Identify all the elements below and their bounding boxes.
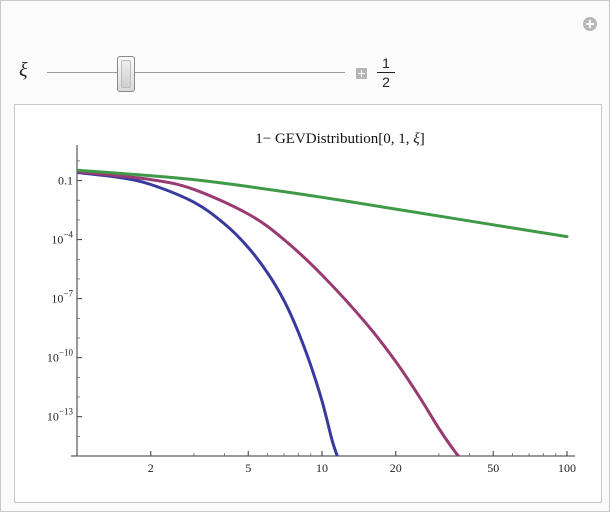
value-denominator: 2 [382, 74, 390, 90]
x-tick-label: 20 [390, 461, 402, 475]
y-tick-label: 10−4 [51, 230, 73, 247]
series-line-3 [77, 168, 569, 239]
expand-controls-icon[interactable] [356, 68, 367, 79]
plot-panel: 1− GEVDistribution[0, 1, ξ] 2 5 10 20 50 100 0.… [14, 104, 602, 503]
value-numerator: 1 [382, 55, 390, 71]
xi-slider-thumb[interactable] [117, 56, 135, 92]
log-log-plot: 1− GEVDistribution[0, 1, ξ] 2 5 10 20 50 100 0.… [47, 131, 576, 475]
series-line-1 [77, 171, 339, 456]
y-tick-label: 10−13 [47, 407, 74, 424]
x-tick-label: 100 [558, 461, 576, 475]
x-tick-label: 50 [487, 461, 499, 475]
x-tick-label: 10 [316, 461, 328, 475]
y-tick-label: 0.1 [58, 174, 73, 188]
x-tick-label: 2 [148, 461, 154, 475]
fraction-bar [377, 72, 395, 73]
y-tick-label: 10−10 [47, 348, 74, 365]
chart-title: 1− GEVDistribution[0, 1, ξ] [255, 131, 424, 147]
add-control-icon[interactable] [583, 17, 597, 31]
x-tick-label: 5 [245, 461, 251, 475]
series-line-2 [77, 170, 461, 456]
parameter-value: 1 2 [377, 55, 395, 90]
xi-slider-track[interactable] [47, 72, 345, 73]
y-tick-label: 10−7 [51, 289, 73, 306]
parameter-label: ξ [19, 59, 28, 81]
